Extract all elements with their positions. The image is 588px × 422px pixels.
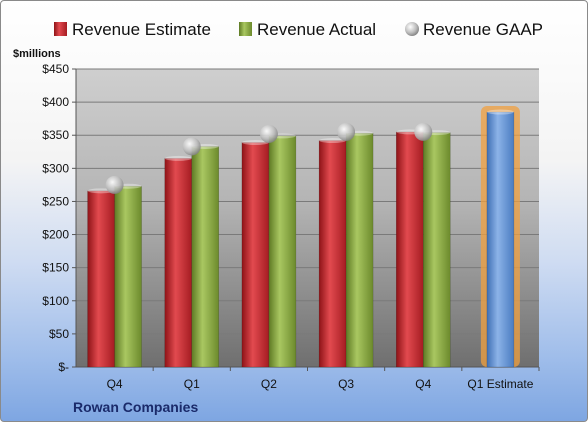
y-tick-label: $350	[42, 128, 69, 142]
legend-label: Revenue GAAP	[423, 20, 543, 39]
bar-revenue-estimate	[396, 131, 424, 368]
bar-revenue-actual	[191, 146, 219, 368]
bar-top-highlight	[241, 140, 269, 146]
y-tick-label: $300	[42, 161, 69, 175]
bar-q1-estimate	[486, 111, 515, 368]
legend-label: Revenue Estimate	[72, 20, 211, 39]
legend: Revenue Estimate Revenue Actual Revenue GA…	[54, 20, 543, 39]
y-tick-label: $150	[42, 261, 69, 275]
y-axis-label: $millions	[13, 48, 61, 60]
company-name: Rowan Companies	[73, 399, 198, 415]
bar-revenue-actual	[345, 132, 374, 368]
bar-revenue-actual	[114, 185, 142, 368]
y-tick-label: $450	[42, 62, 69, 76]
y-tick-label: $100	[42, 294, 69, 308]
x-tick-label: Q3	[338, 377, 354, 391]
gaap-marker	[414, 122, 433, 141]
bar-revenue-actual	[268, 135, 297, 368]
gaap-marker	[259, 124, 278, 143]
legend-marker-icon	[405, 22, 419, 36]
plot-area	[72, 68, 540, 371]
legend-item: Revenue GAAP	[405, 20, 543, 39]
bar-revenue-actual	[423, 132, 451, 368]
x-tick-label: Q1	[184, 377, 200, 391]
legend-swatch	[54, 22, 67, 36]
gaap-marker	[182, 137, 201, 156]
gaap-marker	[337, 122, 356, 141]
legend-swatch	[239, 22, 252, 36]
y-tick-label: $50	[49, 327, 69, 341]
bar-top-highlight	[164, 155, 192, 161]
bar-top-highlight	[319, 138, 347, 144]
bar-revenue-estimate	[318, 140, 347, 368]
x-tick-label: Q4	[107, 377, 123, 391]
y-tick-label: $-	[58, 360, 69, 374]
y-tick-label: $250	[42, 194, 69, 208]
legend-item: Revenue Estimate	[54, 20, 211, 39]
bar-top-highlight	[486, 109, 514, 115]
legend-item: Revenue Actual	[239, 20, 376, 39]
gaap-marker	[105, 175, 124, 194]
y-tick-label: $200	[42, 228, 69, 242]
plot-background	[76, 69, 539, 367]
x-tick-label: Q2	[261, 377, 277, 391]
bar-revenue-estimate	[241, 142, 270, 368]
x-tick-label: Q1 Estimate	[467, 377, 533, 391]
x-tick-label: Q4	[415, 377, 431, 391]
bar-revenue-estimate	[164, 158, 192, 368]
bar-revenue-estimate	[87, 190, 115, 368]
y-tick-label: $400	[42, 95, 69, 109]
legend-label: Revenue Actual	[257, 20, 376, 39]
